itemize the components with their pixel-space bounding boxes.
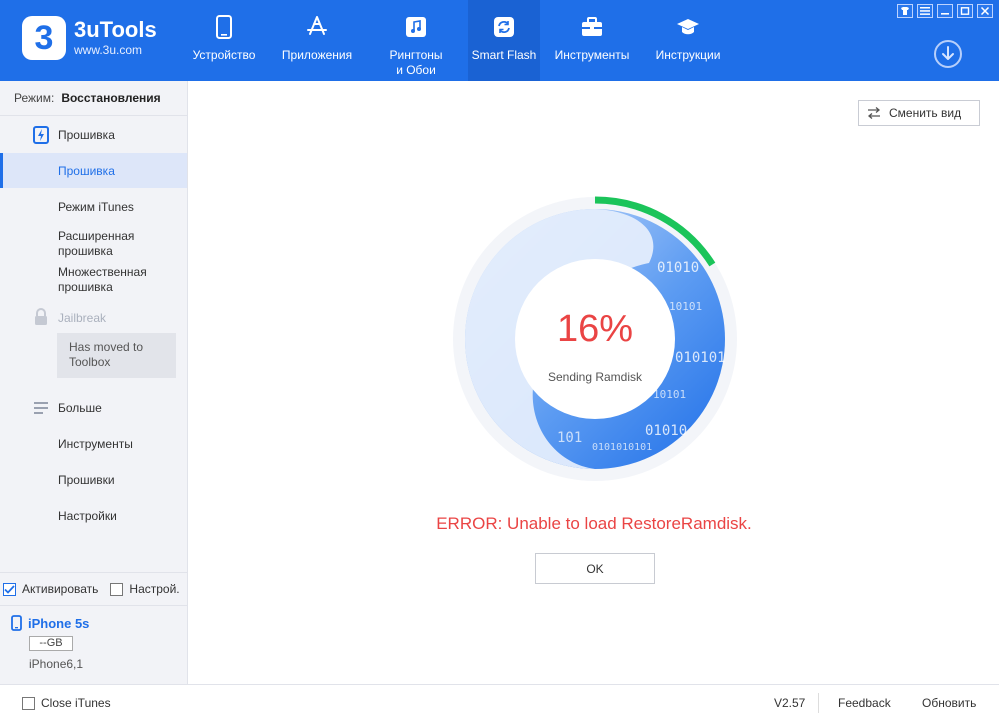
sidebar-item-tools[interactable]: Инструменты: [58, 437, 133, 451]
app-url: www.3u.com: [74, 43, 143, 57]
mode-label: Режим:: [14, 91, 55, 105]
binary-text: 0101010101: [592, 442, 652, 453]
sidebar-item-settings[interactable]: Настройки: [58, 509, 117, 523]
app-store-icon: [305, 14, 329, 40]
center-disc: [515, 259, 675, 419]
maximize-icon[interactable]: [957, 4, 973, 18]
swap-icon: [867, 107, 881, 119]
device-name: iPhone 5s: [28, 616, 90, 631]
version-label: V2.57: [774, 696, 806, 710]
options-row: Активировать Настрой.: [0, 572, 187, 606]
device-model: iPhone6,1: [29, 657, 84, 671]
checkbox-unchecked-icon: [22, 696, 35, 710]
progress-percent: 16%: [556, 308, 634, 350]
binary-text: 10101: [669, 300, 702, 313]
checkbox-unchecked-icon: [110, 582, 124, 596]
device-capacity: --GB: [29, 636, 73, 651]
ok-button[interactable]: OK: [535, 553, 655, 584]
close-itunes-checkbox[interactable]: Close iTunes: [22, 696, 111, 710]
binary-text: 010101: [675, 350, 726, 366]
binary-text: 10101: [653, 388, 686, 401]
window-controls: [897, 4, 993, 18]
progress-ring: 01010 10101 010101 10101 01010 010101010…: [449, 193, 741, 485]
music-icon: [404, 14, 428, 40]
nav-guides[interactable]: Инструкции: [644, 0, 732, 81]
update-link[interactable]: Обновить: [922, 696, 977, 710]
app-name: 3uTools: [74, 17, 157, 42]
brand: 3uTools www.3u.com: [74, 18, 157, 58]
error-message: ERROR: Unable to load RestoreRamdisk.: [436, 514, 752, 533]
sidebar-item-multiple-firmware[interactable]: Множественная прошивка: [58, 265, 147, 294]
app-header: 3 3uTools www.3u.com Устройство Приложен…: [0, 0, 999, 81]
nav-tools[interactable]: Инструменты: [540, 0, 644, 81]
binary-text: 101: [557, 430, 582, 446]
menu-icon[interactable]: [917, 4, 933, 18]
phone-icon: [212, 14, 236, 40]
sidebar-item-itunes-mode[interactable]: Режим iTunes: [58, 200, 134, 214]
toolbox-note: Has moved to Toolbox: [57, 333, 176, 378]
footer: Close iTunes V2.57 Feedback Обновить: [0, 684, 999, 719]
iphone-icon: [11, 615, 22, 636]
graduation-cap-icon: [676, 14, 700, 40]
sidebar: Режим: Восстановления Прошивка Прошивка …: [0, 81, 188, 684]
app-logo: 3: [22, 16, 66, 60]
binary-text: 01010: [657, 260, 699, 276]
footer-divider: [818, 693, 819, 713]
refresh-icon: [492, 14, 516, 40]
progress-arc: [594, 196, 716, 267]
sidebar-item-advanced-firmware[interactable]: Расширенная прошивка: [58, 229, 135, 258]
nav-apps[interactable]: Приложения: [270, 0, 364, 81]
device-panel: iPhone 5s --GB iPhone6,1: [0, 608, 187, 684]
mode-row: Режим: Восстановления: [0, 81, 187, 116]
nav-smart-flash[interactable]: Smart Flash: [468, 0, 540, 81]
settings-checkbox[interactable]: Настрой.: [110, 582, 180, 596]
sidebar-item-firmwares[interactable]: Прошивки: [58, 473, 115, 487]
download-icon[interactable]: [934, 40, 962, 68]
firmware-icon: [32, 126, 50, 144]
progress-stage: Sending Ramdisk: [547, 370, 643, 384]
feedback-link[interactable]: Feedback: [838, 696, 891, 710]
main-nav: Устройство Приложения Рингтоны и Обои Sm…: [178, 0, 732, 81]
binary-text: 01010: [645, 423, 687, 439]
switch-view-button[interactable]: Сменить вид: [858, 100, 980, 126]
sidebar-section-more[interactable]: Больше: [0, 390, 187, 426]
lock-icon: [32, 308, 50, 326]
mode-value: Восстановления: [61, 91, 161, 105]
toolbox-icon: [580, 14, 604, 40]
nav-device[interactable]: Устройство: [178, 0, 270, 81]
sidebar-section-firmware[interactable]: Прошивка: [0, 117, 187, 153]
nav-ringtones[interactable]: Рингтоны и Обои: [364, 0, 468, 81]
list-icon: [32, 399, 50, 417]
sidebar-item-firmware[interactable]: Прошивка: [0, 153, 187, 188]
close-icon[interactable]: [977, 4, 993, 18]
minimize-icon[interactable]: [937, 4, 953, 18]
skin-icon[interactable]: [897, 4, 913, 18]
checkbox-checked-icon: [3, 582, 16, 596]
activate-checkbox[interactable]: Активировать: [3, 582, 98, 596]
sidebar-section-jailbreak: Jailbreak: [0, 303, 187, 333]
